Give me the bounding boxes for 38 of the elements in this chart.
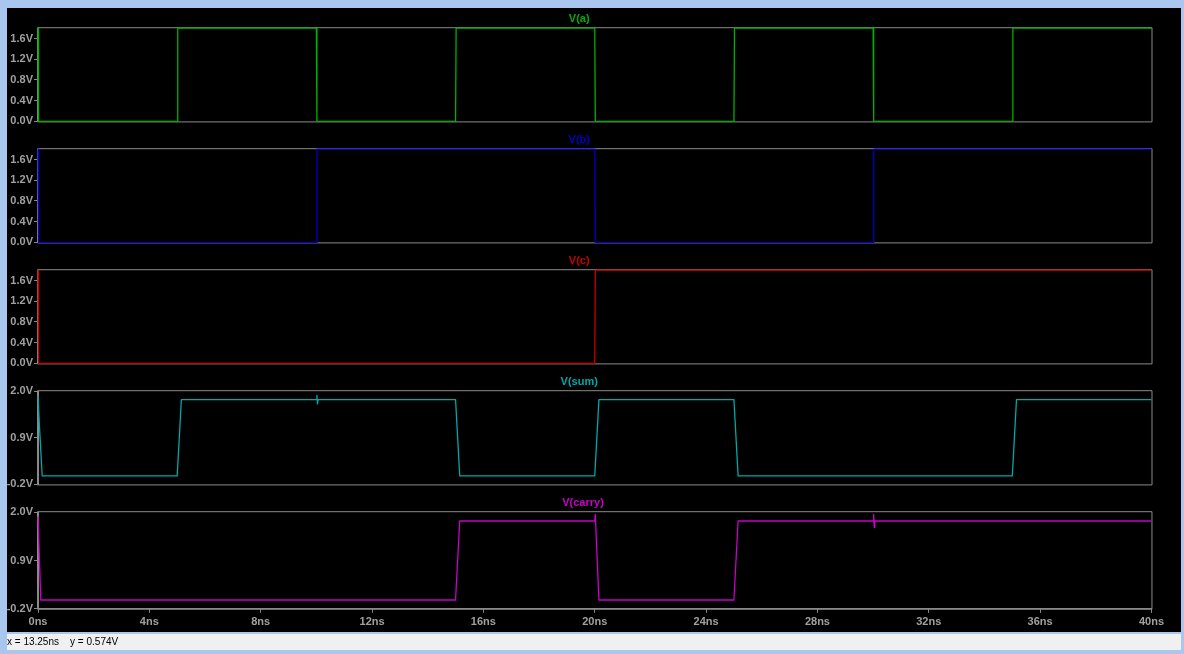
y-tick-label: 0.8V	[10, 73, 34, 86]
chart-title: V(a)	[568, 11, 590, 24]
x-tick-label: 24ns	[693, 615, 719, 628]
y-tick-label: 1.6V	[10, 152, 34, 165]
y-tick-label: 0.8V	[10, 315, 34, 328]
y-tick-label: 1.6V	[10, 31, 34, 44]
x-tick-label: 0ns	[28, 615, 48, 628]
y-tick-label: 2.0V	[10, 384, 34, 397]
y-tick-label: 1.2V	[10, 52, 34, 65]
x-tick-label: 40ns	[1138, 615, 1164, 628]
y-tick-label: 1.2V	[10, 173, 34, 186]
y-tick-label: 0.0V	[10, 114, 34, 127]
y-tick-label: 0.0V	[10, 235, 34, 248]
chart-title: V(carry)	[562, 495, 605, 508]
y-tick-label: 0.8V	[10, 194, 34, 207]
x-tick-label: 36ns	[1027, 615, 1053, 628]
y-tick-label: 0.0V	[10, 356, 34, 369]
x-tick-label: 8ns	[251, 615, 271, 628]
y-tick-label: 0.4V	[10, 214, 34, 227]
x-tick-label: 16ns	[470, 615, 496, 628]
x-tick-label: 12ns	[359, 615, 385, 628]
chart-title: V(c)	[568, 253, 590, 266]
y-tick-label: 0.9V	[10, 430, 34, 443]
x-tick-label: 20ns	[582, 615, 608, 628]
y-tick-label: 0.9V	[10, 553, 34, 566]
y-tick-label: 0.4V	[10, 335, 34, 348]
x-tick-label: 4ns	[139, 615, 159, 628]
y-tick-label: 1.6V	[10, 273, 34, 286]
y-tick-label: -0.2V	[6, 601, 34, 614]
y-tick-label: 2.0V	[10, 505, 34, 518]
y-tick-label: 0.4V	[10, 93, 34, 106]
text: x = 13.25ns y = 0.574V	[7, 636, 119, 647]
y-tick-label: -0.2V	[6, 477, 34, 490]
chart-title: V(sum)	[560, 374, 599, 387]
y-tick-label: 1.2V	[10, 294, 34, 307]
x-tick-label: 28ns	[804, 615, 830, 628]
x-tick-label: 32ns	[916, 615, 942, 628]
chart-title: V(b)	[568, 132, 591, 145]
